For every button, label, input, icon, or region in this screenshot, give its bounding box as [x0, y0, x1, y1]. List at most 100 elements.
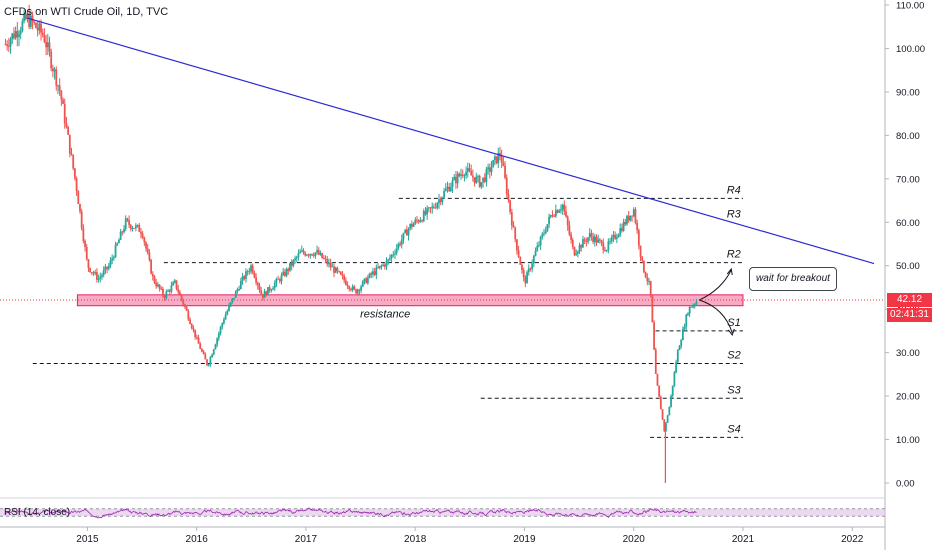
candle-body [522, 270, 525, 278]
candle-body [272, 288, 274, 290]
candle-body [35, 22, 37, 28]
candle-body [468, 168, 471, 171]
candle-body [585, 241, 588, 242]
candle-body [644, 272, 647, 278]
candle-body [275, 278, 278, 284]
candle-body [433, 206, 435, 208]
candle-body [350, 289, 352, 290]
candle-body [405, 229, 408, 236]
candle-body [57, 85, 59, 87]
candle-body [211, 354, 213, 358]
level-label-r2: R2 [727, 249, 741, 261]
arrow-up-path [699, 269, 732, 301]
candle-body [399, 243, 401, 245]
candle-body [439, 199, 442, 203]
candle-body [570, 234, 572, 240]
candle-body [155, 282, 158, 287]
candle-body [258, 285, 261, 291]
candle-body [517, 250, 520, 258]
rsi-label: RSI (14, close) [4, 507, 71, 518]
candle-body [631, 215, 633, 217]
candle-body [527, 268, 530, 273]
candle-body [673, 372, 676, 386]
candle-body [583, 239, 586, 242]
candle-body [587, 237, 589, 242]
candle-body [153, 276, 156, 283]
candle-body [334, 267, 337, 273]
candle-body [346, 284, 349, 287]
arrow-down-path [699, 299, 733, 334]
candle-body [26, 13, 29, 20]
candle-body [507, 194, 510, 201]
candle-body [566, 216, 569, 226]
candle-body [416, 219, 418, 221]
level-label-s4: S4 [727, 423, 740, 435]
candle-body [285, 268, 288, 276]
candle-body [361, 281, 364, 287]
resistance-label: resistance [360, 309, 410, 321]
candle-body [109, 260, 112, 266]
candle-body [353, 286, 356, 290]
candle-body [70, 153, 73, 155]
candle-body [619, 228, 622, 235]
candle-body [560, 209, 562, 211]
candle-body [524, 277, 527, 284]
candle-body [692, 305, 694, 308]
candle-body [223, 319, 225, 324]
candle-body [256, 282, 259, 286]
y-tick-label-11: 0.00 [896, 479, 915, 490]
candle-body [614, 234, 617, 239]
candle-body [407, 228, 410, 236]
candle-body [478, 176, 481, 187]
candle-body [217, 333, 220, 339]
candle-body [458, 173, 461, 176]
candle-body [687, 313, 689, 315]
candle-body [651, 295, 654, 323]
candle-body [111, 258, 114, 261]
candle-body [13, 33, 15, 39]
candle-body [355, 289, 357, 294]
candle-body [160, 288, 163, 290]
candle-body [624, 221, 627, 225]
candle-body [373, 271, 376, 275]
breakout-callout[interactable]: wait for breakout [749, 267, 837, 291]
y-tick-label-2: 90.00 [896, 87, 920, 98]
candle-body [316, 250, 318, 253]
candle-body [471, 175, 474, 178]
x-tick-label-4: 2019 [513, 534, 536, 545]
candle-body [661, 409, 664, 420]
candle-body [414, 219, 417, 224]
level-label-r4: R4 [727, 184, 741, 196]
candle-body [82, 228, 85, 242]
candle-body [653, 322, 655, 350]
candle-body [402, 232, 405, 240]
candle-body [680, 340, 683, 347]
candle-body [529, 268, 532, 270]
candle-body [53, 69, 56, 72]
candle-body [385, 260, 388, 267]
candle-body [431, 206, 434, 209]
candle-body [24, 14, 27, 20]
candle-body [221, 323, 224, 327]
candle-body [16, 31, 19, 38]
candle-body [268, 287, 271, 291]
candle-body [573, 246, 576, 256]
candle-body [280, 275, 283, 282]
candle-body [490, 167, 493, 172]
candle-body [104, 266, 107, 271]
candle-body [693, 304, 696, 306]
candle-body [495, 156, 498, 164]
candle-body [209, 357, 212, 365]
candle-body [253, 272, 256, 278]
current-price-badge: 42.12 [887, 292, 932, 307]
candle-body [617, 234, 620, 238]
candle-body [427, 207, 430, 209]
candle-body [241, 276, 244, 281]
candle-body [512, 225, 515, 228]
y-tick-label-3: 80.00 [896, 131, 920, 142]
candle-body [488, 167, 491, 172]
candle-body [637, 230, 640, 246]
candle-body [443, 191, 445, 198]
candle-body [73, 168, 76, 179]
